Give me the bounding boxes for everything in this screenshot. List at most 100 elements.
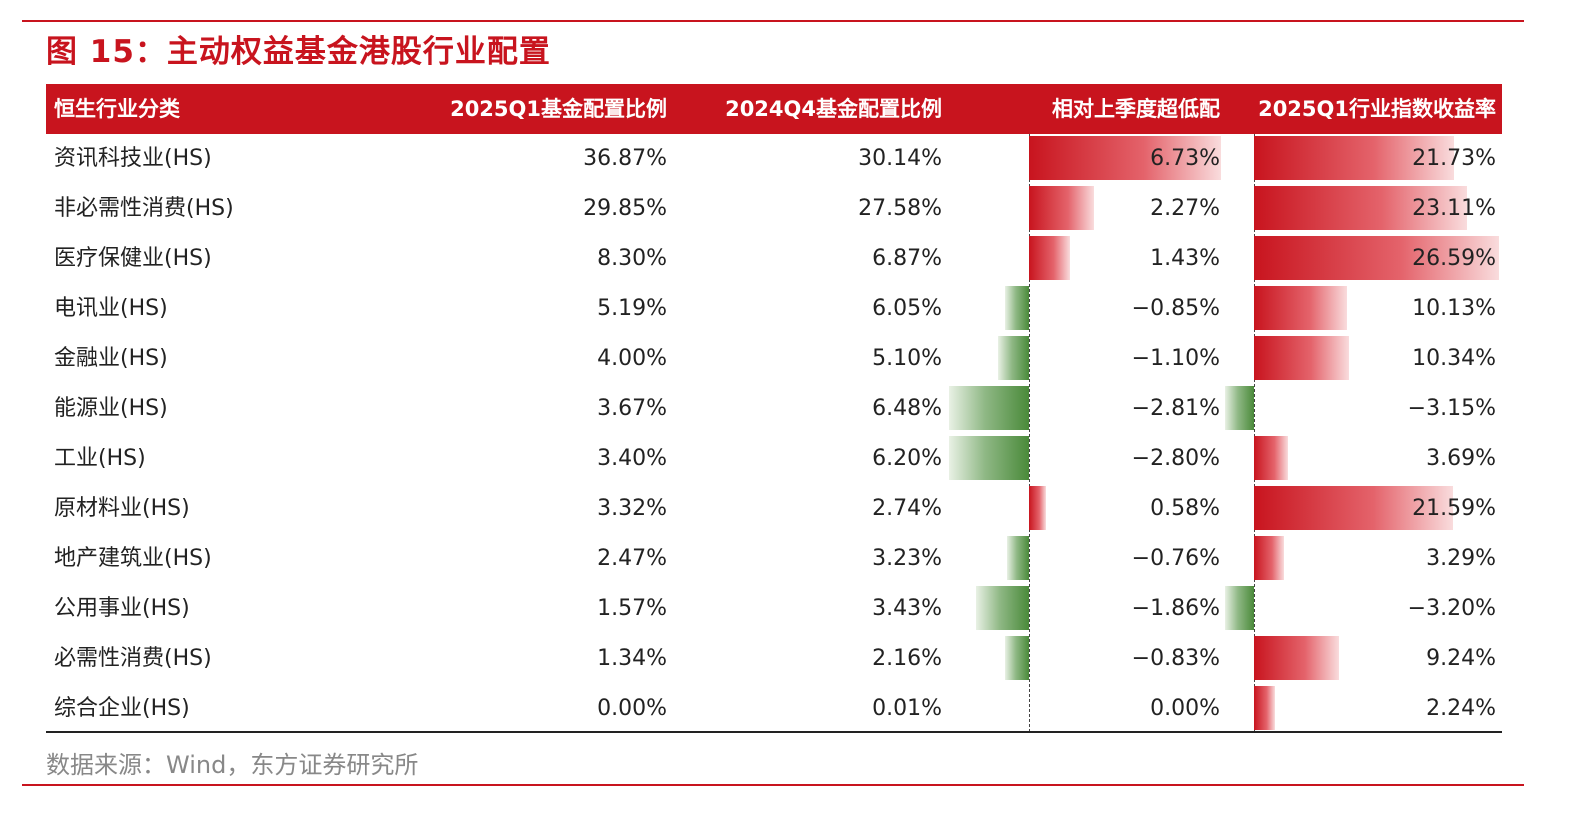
industry-name: 金融业(HS) (54, 346, 168, 371)
diff-bar (1029, 486, 1046, 530)
q4-ratio-value: 5.10% (872, 346, 942, 371)
diff-bar (1004, 286, 1029, 330)
industry-name: 公用事业(HS) (54, 596, 190, 621)
return-value: 2.24% (1426, 696, 1496, 721)
return-value: 3.29% (1426, 546, 1496, 571)
diff-zero-line (1029, 134, 1030, 732)
header-q1-ratio: 2025Q1基金配置比例 (450, 97, 667, 121)
diff-value: −1.10% (1131, 346, 1220, 371)
bottom-rule (22, 784, 1524, 786)
return-bar (1254, 136, 1454, 180)
return-value: 23.11% (1412, 196, 1496, 221)
q1-ratio-value: 1.34% (597, 646, 667, 671)
industry-name: 资讯科技业(HS) (54, 146, 212, 171)
q1-ratio-value: 3.67% (597, 396, 667, 421)
q1-ratio-value: 2.47% (597, 546, 667, 571)
diff-value: 0.00% (1150, 696, 1220, 721)
table-row: 地产建筑业(HS) 2.47% 3.23% −0.76% 3.29% (46, 534, 1502, 584)
return-bar (1254, 636, 1339, 680)
table-row: 工业(HS) 3.40% 6.20% −2.80% 3.69% (46, 434, 1502, 484)
table-row: 非必需性消费(HS) 29.85% 27.58% 2.27% 23.11% (46, 184, 1502, 234)
chart-title: 图 15：主动权益基金港股行业配置 (46, 34, 551, 70)
industry-name: 非必需性消费(HS) (54, 196, 234, 221)
diff-value: −2.81% (1131, 396, 1220, 421)
diff-bar (997, 336, 1029, 380)
return-value: −3.20% (1407, 596, 1496, 621)
return-bar (1254, 186, 1467, 230)
industry-name: 综合企业(HS) (54, 696, 190, 721)
return-value: 21.59% (1412, 496, 1496, 521)
table-row: 能源业(HS) 3.67% 6.48% −2.81% −3.15% (46, 384, 1502, 434)
q1-ratio-value: 36.87% (583, 146, 667, 171)
diff-bar (1005, 636, 1029, 680)
diff-value: −2.80% (1131, 446, 1220, 471)
return-value: −3.15% (1407, 396, 1496, 421)
q4-ratio-value: 0.01% (872, 696, 942, 721)
diff-value: 0.58% (1150, 496, 1220, 521)
q4-ratio-value: 6.20% (872, 446, 942, 471)
header-diff: 相对上季度超低配 (1052, 97, 1220, 121)
table-bottom-rule (46, 731, 1502, 733)
q1-ratio-value: 3.32% (597, 496, 667, 521)
diff-bar (948, 436, 1029, 480)
industry-name: 地产建筑业(HS) (54, 546, 212, 571)
diff-bar (1029, 186, 1094, 230)
q4-ratio-value: 30.14% (858, 146, 942, 171)
return-bar (1224, 586, 1254, 630)
diff-value: −1.86% (1131, 596, 1220, 621)
header-index-return: 2025Q1行业指数收益率 (1258, 97, 1496, 121)
header-industry: 恒生行业分类 (54, 97, 180, 121)
diff-value: 1.43% (1150, 246, 1220, 271)
industry-name: 电讯业(HS) (54, 296, 168, 321)
table-row: 公用事业(HS) 1.57% 3.43% −1.86% −3.20% (46, 584, 1502, 634)
table-row: 原材料业(HS) 3.32% 2.74% 0.58% 21.59% (46, 484, 1502, 534)
top-rule (22, 20, 1524, 22)
q4-ratio-value: 2.74% (872, 496, 942, 521)
diff-bar (975, 586, 1029, 630)
return-bar (1254, 336, 1350, 380)
return-bar (1254, 486, 1453, 530)
q4-ratio-value: 3.23% (872, 546, 942, 571)
table-row: 电讯业(HS) 5.19% 6.05% −0.85% 10.13% (46, 284, 1502, 334)
table-row: 资讯科技业(HS) 36.87% 30.14% 6.73% 21.73% (46, 134, 1502, 184)
source-note: 数据来源：Wind，东方证券研究所 (46, 751, 419, 779)
diff-bar (1029, 136, 1222, 180)
table-row: 金融业(HS) 4.00% 5.10% −1.10% 10.34% (46, 334, 1502, 384)
return-value: 3.69% (1426, 446, 1496, 471)
q1-ratio-value: 4.00% (597, 346, 667, 371)
q4-ratio-value: 6.48% (872, 396, 942, 421)
header-q4-ratio: 2024Q4基金配置比例 (725, 97, 942, 121)
diff-bar (948, 386, 1029, 430)
q1-ratio-value: 0.00% (597, 696, 667, 721)
q1-ratio-value: 29.85% (583, 196, 667, 221)
return-bar (1225, 386, 1254, 430)
return-bar (1254, 236, 1499, 280)
diff-value: −0.85% (1131, 296, 1220, 321)
industry-name: 原材料业(HS) (54, 496, 190, 521)
return-bar (1254, 286, 1348, 330)
q4-ratio-value: 3.43% (872, 596, 942, 621)
q4-ratio-value: 2.16% (872, 646, 942, 671)
table-row: 综合企业(HS) 0.00% 0.01% 0.00% 2.24% (46, 684, 1502, 734)
diff-value: −0.76% (1131, 546, 1220, 571)
industry-name: 医疗保健业(HS) (54, 246, 212, 271)
return-value: 10.34% (1412, 346, 1496, 371)
return-value: 26.59% (1412, 246, 1496, 271)
q4-ratio-value: 27.58% (858, 196, 942, 221)
diff-value: −0.83% (1131, 646, 1220, 671)
diff-value: 6.73% (1150, 146, 1220, 171)
return-zero-line (1254, 134, 1255, 732)
return-bar (1254, 686, 1275, 730)
return-bar (1254, 436, 1288, 480)
return-value: 10.13% (1412, 296, 1496, 321)
industry-name: 工业(HS) (54, 446, 146, 471)
industry-name: 能源业(HS) (54, 396, 168, 421)
q1-ratio-value: 1.57% (597, 596, 667, 621)
q4-ratio-value: 6.87% (872, 246, 942, 271)
q1-ratio-value: 5.19% (597, 296, 667, 321)
diff-bar (1007, 536, 1029, 580)
table-header: 恒生行业分类 2025Q1基金配置比例 2024Q4基金配置比例 相对上季度超低… (46, 84, 1502, 134)
diff-value: 2.27% (1150, 196, 1220, 221)
q1-ratio-value: 3.40% (597, 446, 667, 471)
return-value: 21.73% (1412, 146, 1496, 171)
